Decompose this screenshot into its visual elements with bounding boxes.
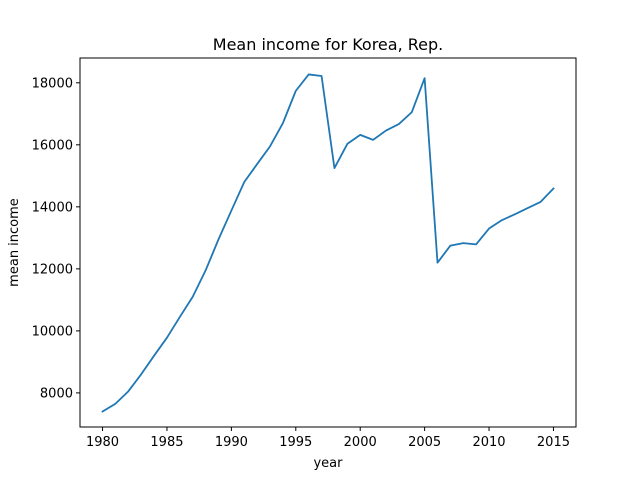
series-line-0 <box>101 73 555 413</box>
y-tick-label: 16000 <box>32 138 73 153</box>
y-tick-label: 18000 <box>32 76 73 91</box>
plot-area <box>80 58 576 427</box>
x-tick-label: 1985 <box>150 435 183 450</box>
y-tick-label: 12000 <box>32 262 73 277</box>
y-tick-label: 10000 <box>32 324 73 339</box>
y-tick-label: 8000 <box>40 386 73 401</box>
y-tick-label: 14000 <box>32 200 73 215</box>
y-axis-ticks: 8000 10000 12000 14000 16000 18000 <box>32 76 80 401</box>
x-tick-label: 1995 <box>279 435 312 450</box>
series-layer <box>101 73 555 413</box>
x-tick-label: 2005 <box>408 435 441 450</box>
x-tick-label: 1990 <box>215 435 248 450</box>
x-tick-label: 2010 <box>472 435 505 450</box>
chart-title: Mean income for Korea, Rep. <box>213 35 443 54</box>
x-tick-label: 2015 <box>537 435 570 450</box>
x-tick-label: 1980 <box>86 435 119 450</box>
y-axis-label: mean income <box>7 198 22 287</box>
plot-frame <box>79 57 577 428</box>
x-axis-ticks: 1980 1985 1990 1995 2000 2005 2010 2015 <box>86 427 570 450</box>
x-axis-label: year <box>313 456 343 471</box>
x-tick-label: 2000 <box>344 435 377 450</box>
